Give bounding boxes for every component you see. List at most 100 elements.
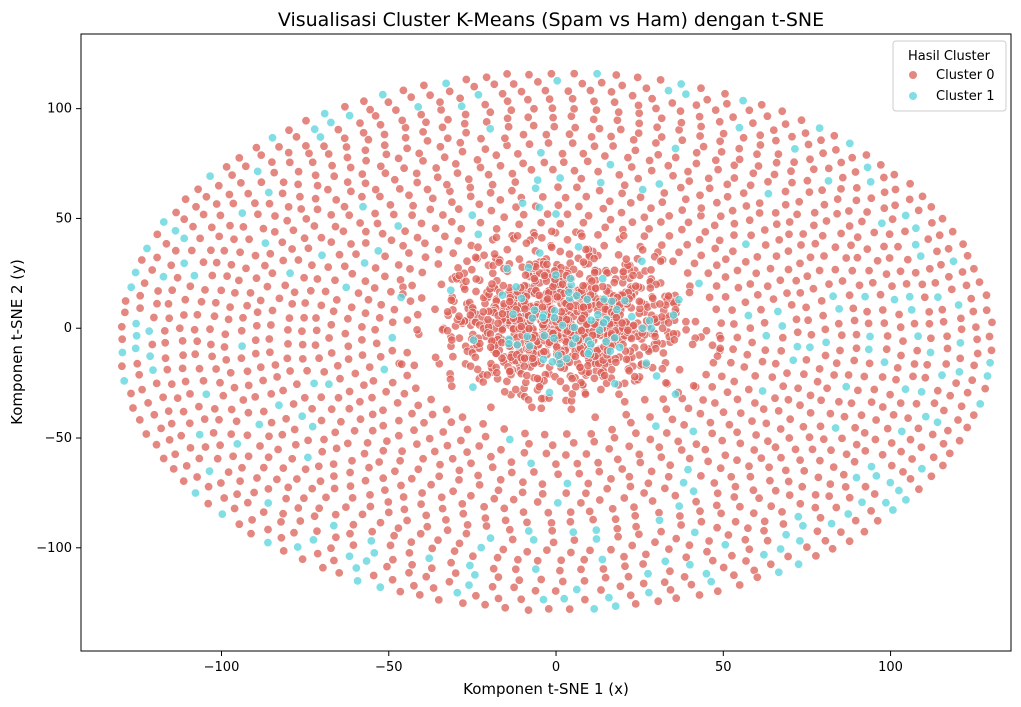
cluster-1-point: [253, 166, 263, 176]
cluster-0-point: [847, 153, 857, 163]
cluster-0-point: [368, 409, 378, 419]
cluster-0-point: [317, 447, 327, 457]
cluster-0-point: [614, 107, 624, 117]
cluster-0-point: [357, 322, 367, 332]
cluster-1-point: [627, 312, 637, 322]
cluster-0-point: [593, 167, 603, 177]
cluster-1-point: [599, 294, 609, 304]
cluster-0-point: [778, 519, 788, 529]
cluster-0-point: [486, 342, 496, 352]
cluster-1-point: [362, 556, 372, 566]
cluster-1-point: [205, 171, 215, 181]
cluster-0-point: [794, 197, 804, 207]
cluster-0-point: [926, 333, 936, 343]
cluster-0-point: [773, 149, 783, 159]
cluster-0-point: [460, 119, 470, 129]
cluster-0-point: [850, 457, 860, 467]
cluster-0-point: [360, 308, 370, 318]
cluster-0-point: [729, 230, 739, 240]
cluster-1-point: [897, 426, 907, 436]
cluster-0-point: [313, 549, 323, 559]
cluster-1-point: [834, 304, 844, 314]
cluster-1-point: [605, 160, 615, 170]
cluster-0-point: [691, 497, 701, 507]
cluster-0-point: [165, 435, 175, 445]
cluster-0-point: [555, 376, 565, 386]
cluster-0-point: [944, 244, 954, 254]
cluster-1-point: [654, 515, 664, 525]
cluster-0-point: [683, 217, 693, 227]
cluster-0-point: [621, 410, 631, 420]
cluster-0-point: [765, 476, 775, 486]
cluster-0-point: [370, 209, 380, 219]
cluster-0-point: [744, 461, 754, 471]
cluster-0-point: [310, 511, 320, 521]
cluster-0-point: [287, 244, 297, 254]
cluster-0-point: [475, 163, 485, 173]
cluster-0-point: [684, 540, 694, 550]
cluster-1-point: [604, 593, 614, 603]
cluster-1-point: [387, 333, 397, 343]
cluster-0-point: [191, 202, 201, 212]
cluster-0-point: [496, 475, 506, 485]
cluster-0-point: [326, 543, 336, 553]
cluster-0-point: [387, 346, 397, 356]
cluster-0-point: [490, 249, 500, 259]
cluster-0-point: [393, 398, 403, 408]
cluster-0-point: [607, 365, 617, 375]
cluster-0-point: [342, 153, 352, 163]
cluster-0-point: [744, 544, 754, 554]
cluster-0-point: [185, 418, 195, 428]
cluster-0-point: [667, 98, 677, 108]
cluster-0-point: [647, 94, 657, 104]
legend-label-cluster-0: Cluster 0: [936, 68, 995, 83]
plot-frame: [80, 33, 1012, 652]
cluster-1-point: [645, 316, 655, 326]
cluster-0-point: [465, 310, 475, 320]
cluster-0-point: [386, 287, 396, 297]
cluster-0-point: [345, 529, 355, 539]
cluster-0-point: [752, 252, 762, 262]
cluster-0-point: [624, 366, 634, 376]
cluster-0-point: [267, 157, 277, 167]
cluster-0-point: [873, 516, 883, 526]
cluster-0-point: [831, 502, 841, 512]
cluster-0-point: [784, 433, 794, 443]
cluster-0-point: [581, 449, 591, 459]
cluster-0-point: [741, 201, 751, 211]
cluster-0-point: [648, 496, 658, 506]
cluster-0-point: [844, 370, 854, 380]
cluster-0-point: [869, 384, 879, 394]
cluster-0-point: [540, 86, 550, 96]
cluster-0-point: [729, 160, 739, 170]
cluster-1-point: [596, 178, 606, 188]
cluster-0-point: [497, 325, 507, 335]
cluster-0-point: [264, 199, 274, 209]
cluster-0-point: [329, 555, 339, 565]
cluster-0-point: [923, 234, 933, 244]
cluster-0-point: [407, 474, 417, 484]
cluster-0-point: [319, 367, 329, 377]
cluster-0-point: [428, 409, 438, 419]
cluster-0-point: [333, 361, 343, 371]
cluster-0-point: [783, 395, 793, 405]
cluster-1-point: [189, 271, 199, 281]
cluster-0-point: [307, 404, 317, 414]
cluster-0-point: [135, 303, 145, 313]
cluster-0-point: [368, 426, 378, 436]
cluster-0-point: [117, 334, 127, 344]
cluster-0-point: [889, 170, 899, 180]
cluster-0-point: [499, 424, 509, 434]
cluster-0-point: [336, 417, 346, 427]
cluster-0-point: [589, 114, 599, 124]
cluster-0-point: [329, 306, 339, 316]
cluster-0-point: [405, 264, 415, 274]
cluster-0-point: [365, 362, 375, 372]
cluster-1-point: [690, 527, 700, 537]
cluster-0-point: [503, 113, 513, 123]
cluster-0-point: [385, 200, 395, 210]
cluster-0-point: [456, 224, 466, 234]
cluster-0-point: [132, 359, 142, 369]
cluster-0-point: [415, 590, 425, 600]
cluster-0-point: [365, 501, 375, 511]
